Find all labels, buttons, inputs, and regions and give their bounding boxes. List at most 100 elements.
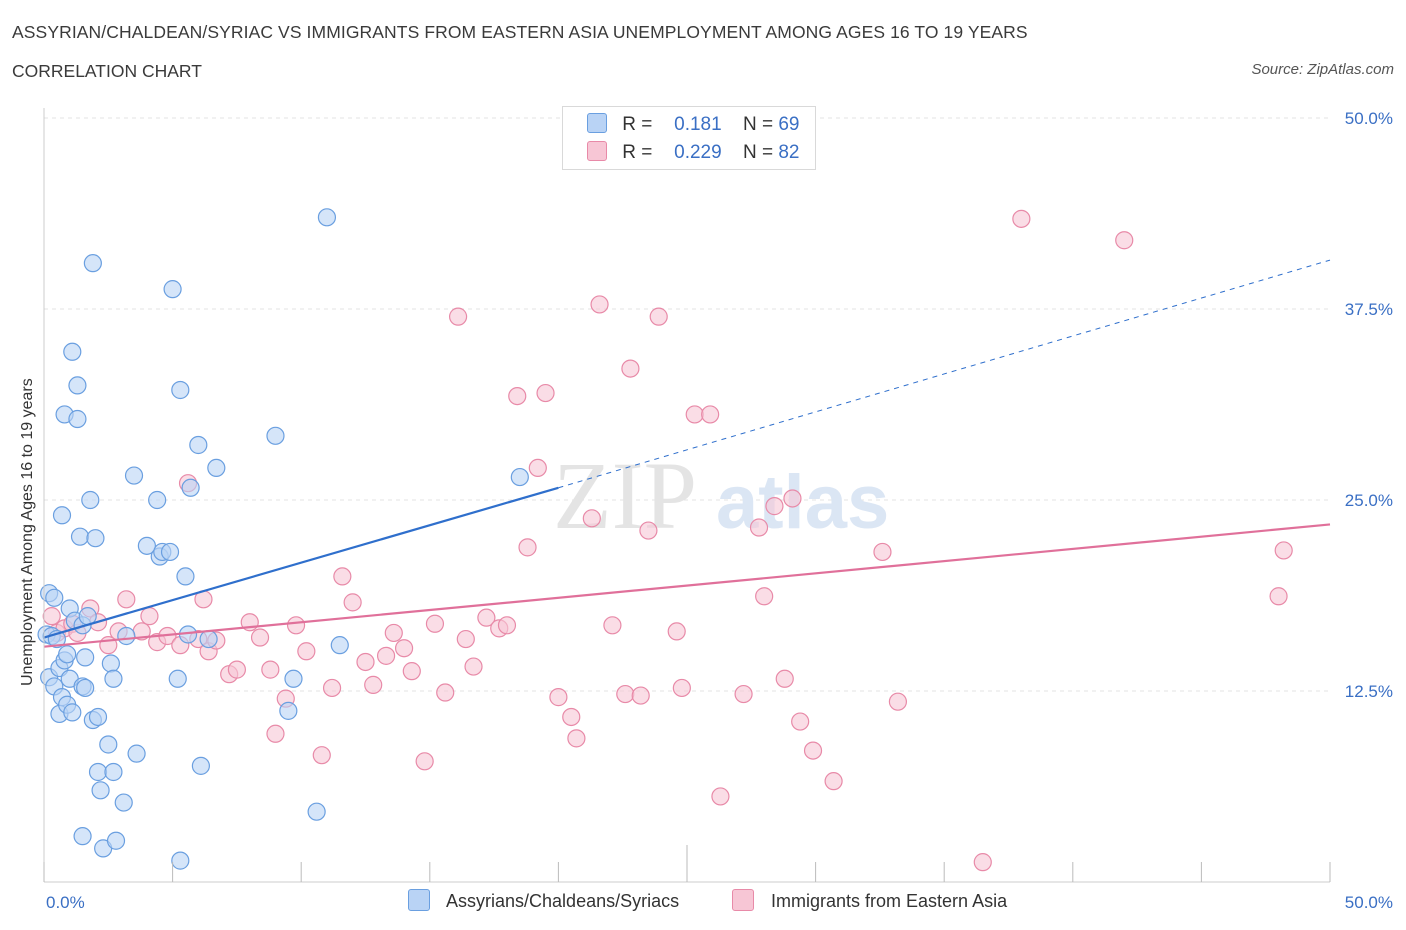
blue-point [171, 380, 190, 400]
pink-point [508, 386, 527, 406]
pink-point [42, 607, 61, 626]
blue-point [148, 490, 167, 510]
pink-point [616, 684, 635, 704]
pink-point [873, 542, 892, 562]
y-tick-label: 50.0% [1345, 109, 1393, 128]
pink-point [639, 521, 658, 540]
bottom-legend-blue: Assyrians/Chaldeans/Syriacs [408, 889, 679, 912]
pink-point [755, 587, 774, 606]
pink-point [477, 608, 496, 627]
pink-point [518, 538, 537, 557]
pink-point [791, 712, 810, 731]
pink-point [297, 642, 316, 661]
pink-point [402, 662, 421, 681]
pink-point [1012, 209, 1031, 228]
pink-point [261, 660, 280, 679]
blue-point [181, 478, 200, 497]
pink-swatch-icon [587, 141, 607, 161]
pink-point [672, 678, 691, 698]
watermark-zip: ZIP [553, 442, 697, 549]
pink-point [621, 359, 640, 378]
blue-point [86, 529, 105, 548]
pink-point [456, 629, 475, 649]
y-axis-label: Unemployment Among Ages 16 to 19 years [19, 378, 36, 686]
blue-swatch-icon [587, 113, 607, 133]
pink-point [425, 614, 445, 633]
blue-point [88, 762, 108, 782]
legend-r-label: R = [622, 142, 653, 163]
pink-point [1269, 587, 1288, 606]
blue-point [127, 744, 146, 763]
pink-point [384, 623, 403, 643]
blue-point [117, 626, 136, 646]
legend-r-value: 0.181 [674, 114, 722, 135]
y-tick-label: 37.5% [1345, 300, 1393, 319]
legend-n-label: N = [742, 142, 774, 163]
legend-r-label: R = [622, 114, 653, 135]
pink-point [582, 509, 601, 528]
trend-lines [43, 259, 1331, 648]
x-tick-label-max: 50.0% [1345, 893, 1393, 912]
legend-row-pink: R = 0.229 N = 82 [587, 141, 799, 164]
pink-point [567, 729, 586, 748]
pink-point [783, 489, 802, 508]
pink-point [266, 724, 285, 743]
blue-point [137, 536, 156, 555]
legend-n-label: N = [742, 114, 774, 135]
blue-point [191, 756, 210, 775]
pink-trend-line [43, 523, 1331, 648]
blue-point [73, 827, 92, 846]
blue-point [99, 735, 118, 754]
pink-point [333, 567, 352, 586]
legend-r-value: 0.229 [674, 142, 722, 163]
pink-point [227, 660, 246, 679]
grid-lines: 12.5% 25.0% 37.5% 50.0% [44, 109, 1393, 701]
chart-title: ASSYRIAN/CHALDEAN/SYRIAC VS IMMIGRANTS F… [12, 22, 1028, 42]
blue-point [171, 851, 190, 870]
blue-point [163, 280, 182, 299]
blue-point [104, 762, 123, 782]
pink-point [536, 383, 555, 403]
blue-point [168, 669, 187, 688]
blue-point [101, 654, 120, 673]
bottom-legend-blue-label: Assyrians/Chaldeans/Syriacs [446, 891, 680, 911]
legend-n-value: 82 [778, 142, 800, 163]
blue-point [510, 467, 529, 487]
pink-point [701, 405, 720, 424]
pink-point [631, 686, 650, 705]
pink-point [448, 307, 468, 326]
pink-point [749, 518, 769, 537]
blue-point [52, 506, 72, 525]
pink-point [343, 593, 362, 612]
pink-point [376, 646, 396, 665]
blue-point [63, 342, 82, 361]
axes: 0.0% 50.0% [43, 108, 1393, 912]
blue-point [91, 781, 110, 800]
blue-point [58, 645, 77, 664]
pink-point [356, 652, 375, 672]
blue-point [76, 678, 95, 698]
y-tick-label: 12.5% [1345, 682, 1393, 701]
pink-point [765, 497, 784, 516]
pink-point [322, 678, 342, 698]
blue-point [160, 542, 180, 562]
watermark-atlas: atlas [716, 460, 889, 545]
pink-point [1115, 231, 1134, 250]
blue-point [124, 466, 144, 485]
chart-subtitle: CORRELATION CHART [12, 61, 202, 81]
blue-point [63, 703, 82, 722]
blue-point [68, 409, 87, 429]
bottom-legend-pink-label: Immigrants from Eastern Asia [771, 891, 1008, 911]
source-label: Source: ZipAtlas.com [1251, 61, 1394, 78]
pink-point [667, 622, 686, 641]
pink-point [117, 590, 136, 609]
pink-point [685, 405, 704, 424]
pink-point [824, 772, 843, 791]
pink-point [312, 746, 331, 765]
blue-point [88, 707, 108, 727]
blue-point [176, 567, 195, 586]
pink-point [250, 628, 270, 647]
pink-point [436, 683, 455, 702]
pink-point [888, 692, 908, 711]
pink-point [603, 616, 622, 635]
